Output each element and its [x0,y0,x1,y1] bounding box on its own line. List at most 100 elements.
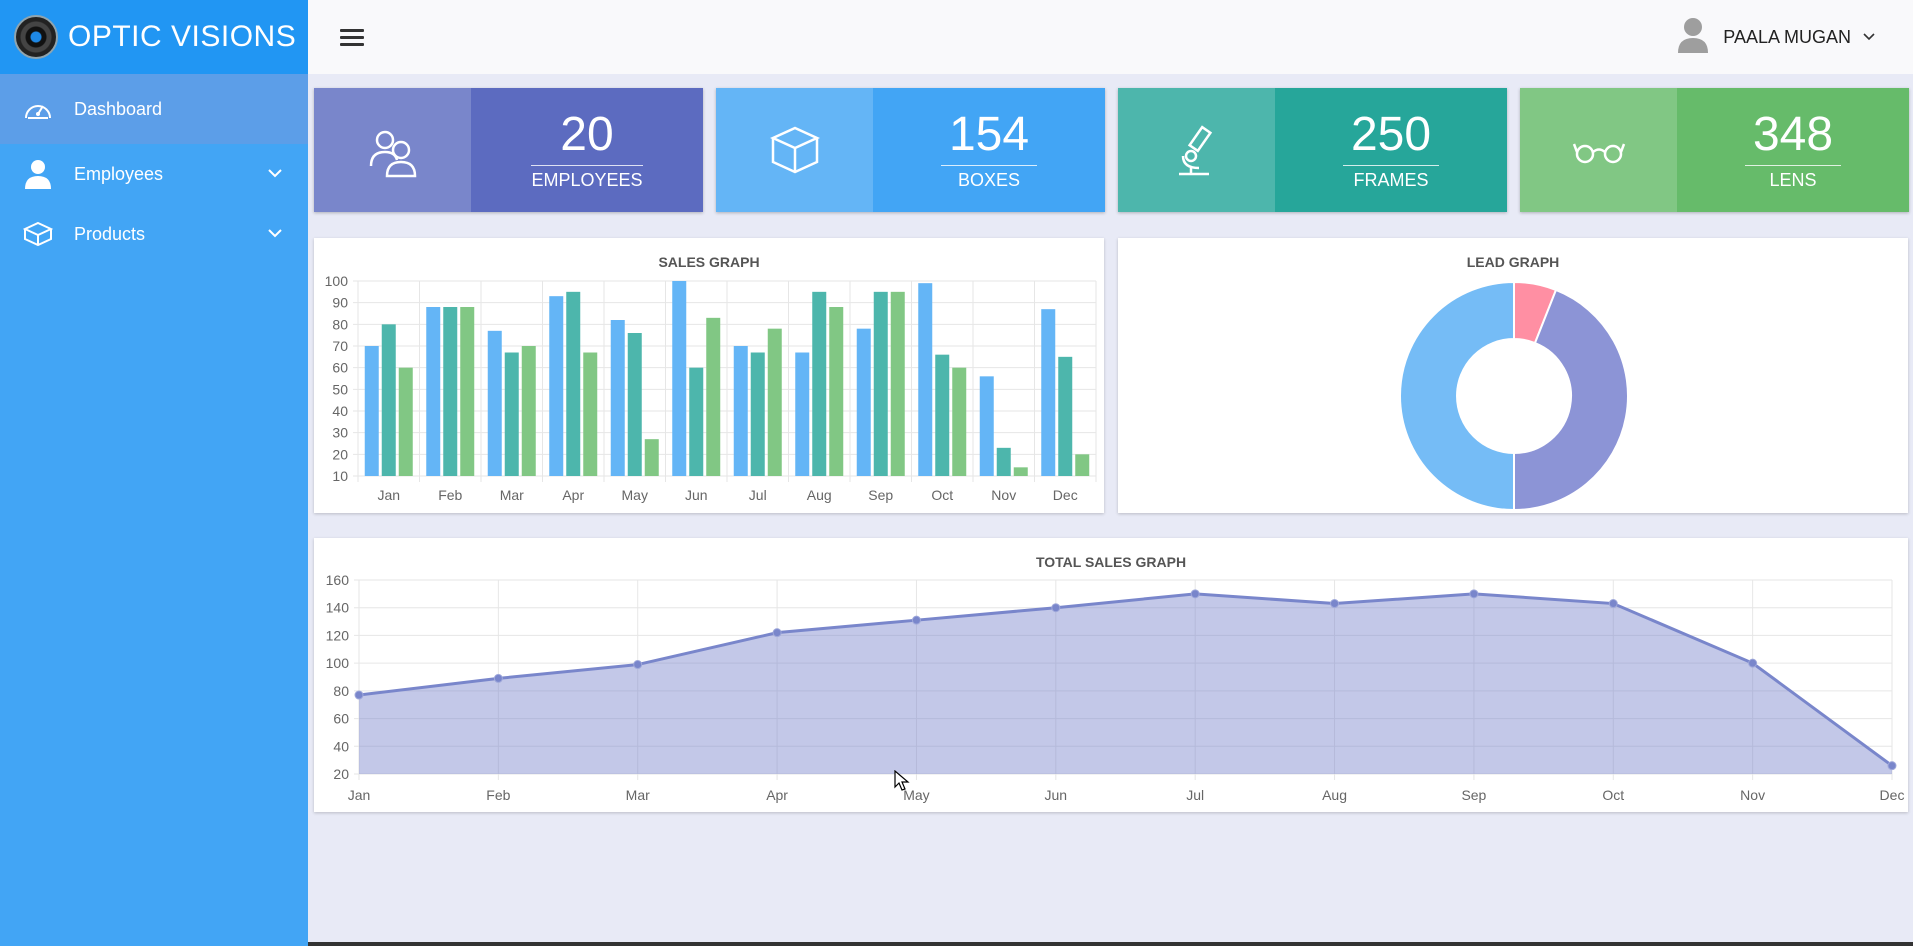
bar [829,307,844,476]
stat-card-frames[interactable]: 250 FRAMES [1118,88,1507,212]
bar [689,367,704,476]
sidebar: OPTIC VISIONS Dashboard Employees Produc… [0,0,308,946]
bar [918,283,933,476]
bar [890,291,905,476]
bar [979,376,994,476]
x-tick-label: Sep [868,487,893,503]
bar [812,291,827,476]
bar [610,320,625,476]
sidebar-item-dashboard[interactable]: Dashboard [0,74,308,144]
area-fill [359,593,1892,774]
total-sales-graph-panel: TOTAL SALES GRAPH Jan Feb Mar Apr May Jun Jul A… [314,538,1908,812]
x-tick-label: Oct [931,487,953,503]
bar [672,281,687,476]
stat-label: FRAMES [1343,165,1439,191]
x-tick-label: May [903,787,929,803]
bar [487,330,502,476]
data-point [493,673,503,683]
stat-card-boxes[interactable]: 154 BOXES [716,88,1105,212]
brand[interactable]: OPTIC VISIONS [0,0,308,74]
x-tick-label: Oct [1602,787,1624,803]
y-tick-label: 160 [326,572,350,588]
sidebar-item-label: Employees [74,163,164,184]
x-tick-label: Mar [626,787,650,803]
bar [1013,467,1028,476]
sidebar-item-employees[interactable]: Employees [0,144,308,204]
data-point [1469,589,1479,599]
x-tick-label: Aug [807,487,832,503]
bar [767,328,782,476]
y-tick-label: 80 [332,316,348,332]
stat-label: BOXES [941,165,1037,191]
microscope-icon [1118,88,1275,212]
data-point [1748,658,1758,668]
x-tick-label: Jun [685,487,708,503]
user-menu[interactable]: PAALA MUGAN [1677,0,1875,74]
x-tick-label: Jan [377,487,400,503]
bar [504,352,519,476]
lead-donut-chart [1399,280,1629,512]
x-tick-label: Jun [1045,787,1068,803]
x-tick-label: Feb [438,487,462,503]
data-point [633,660,643,670]
y-tick-label: 80 [333,683,349,699]
pie-slice [1513,288,1629,512]
x-tick-label: May [622,487,648,503]
y-tick-label: 70 [332,338,348,354]
bar [398,367,413,476]
y-tick-label: 60 [333,711,349,727]
bar [1058,356,1073,476]
chart-title: SALES GRAPH [658,254,760,270]
y-tick-label: 20 [333,766,349,782]
stat-card-employees[interactable]: 20 EMPLOYEES [314,88,703,212]
y-tick-label: 140 [326,600,350,616]
topbar: PAALA MUGAN [308,0,1913,74]
x-tick-label: Feb [486,787,510,803]
bar [952,367,967,476]
x-tick-label: Nov [1740,787,1765,803]
y-tick-label: 30 [332,425,348,441]
stat-value: 20 [560,108,614,161]
sidebar-item-label: Products [74,223,146,244]
data-point [1330,599,1340,609]
bar [566,291,581,476]
data-point [772,628,782,638]
total-sales-area-chart: Jan Feb Mar Apr May Jun Jul Aug Sep Oct Nov Dec 20 40… [326,572,1905,803]
y-tick-label: 60 [332,360,348,376]
data-point [1051,603,1061,613]
data-point [1608,599,1618,609]
y-tick-label: 90 [332,295,348,311]
user-name: PAALA MUGAN [1723,26,1851,47]
y-tick-label: 100 [326,655,350,671]
chevron-down-icon[interactable] [1863,28,1875,46]
hamburger-menu-icon[interactable] [340,25,364,50]
chevron-down-icon[interactable] [268,165,282,183]
stat-card-lens[interactable]: 348 LENS [1520,88,1909,212]
avatar [1677,17,1709,58]
x-tick-label: Jul [1186,787,1204,803]
bar [795,352,810,476]
y-tick-label: 40 [333,738,349,754]
users-icon [314,88,471,212]
camera-lens-logo [14,15,58,59]
bar [549,296,564,476]
speedometer-icon [20,91,56,127]
chevron-down-icon[interactable] [268,225,282,243]
bar [443,307,458,476]
x-tick-label: Mar [500,487,524,503]
bar [873,291,888,476]
bar [706,317,721,476]
data-point [911,615,921,625]
bottom-edge [308,942,1913,946]
sidebar-item-products[interactable]: Products [0,204,308,264]
data-point [354,690,364,700]
bar [583,352,598,476]
x-tick-label: Sep [1461,787,1486,803]
data-point [1190,589,1200,599]
x-tick-label: Apr [562,487,584,503]
bar [996,447,1011,476]
bar [856,328,871,476]
x-tick-label: Jul [749,487,767,503]
person-icon [20,156,56,192]
cube-icon [716,88,873,212]
